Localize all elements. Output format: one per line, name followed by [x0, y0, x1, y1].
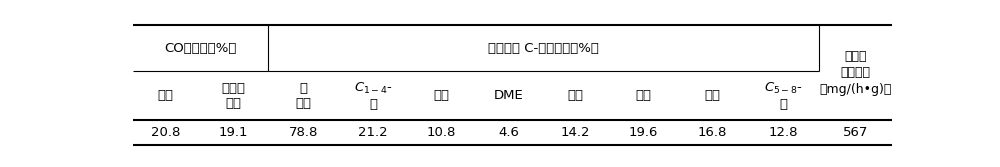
- Text: 16.8: 16.8: [697, 126, 727, 139]
- Text: 加氢产物 C-基选择性（%）: 加氢产物 C-基选择性（%）: [488, 42, 599, 55]
- Text: $C_{5-8}$-
醇: $C_{5-8}$- 醇: [764, 81, 802, 111]
- Text: 丁醇: 丁醇: [704, 89, 720, 102]
- Text: 567: 567: [843, 126, 869, 139]
- Text: 14.2: 14.2: [561, 126, 590, 139]
- Text: 甲醇: 甲醇: [434, 89, 450, 102]
- Text: 总醇醚
时空产率
（mg/(h•g)）: 总醇醚 时空产率 （mg/(h•g)）: [820, 50, 892, 96]
- Text: 19.6: 19.6: [628, 126, 658, 139]
- Text: CO转化率（%）: CO转化率（%）: [164, 42, 237, 55]
- Text: $C_{1-4}$-
烃: $C_{1-4}$- 烃: [354, 81, 392, 111]
- Text: 总
醇醚: 总 醇醚: [295, 82, 311, 110]
- Text: 10.8: 10.8: [427, 126, 456, 139]
- Text: 加氢: 加氢: [158, 89, 174, 102]
- Text: 21.2: 21.2: [358, 126, 388, 139]
- Text: DME: DME: [494, 89, 524, 102]
- Text: 丙醇: 丙醇: [635, 89, 651, 102]
- Text: 19.1: 19.1: [219, 126, 248, 139]
- Text: 78.8: 78.8: [289, 126, 318, 139]
- Text: 水煤气
变换: 水煤气 变换: [222, 82, 246, 110]
- Text: 12.8: 12.8: [768, 126, 798, 139]
- Text: 乙醇: 乙醇: [567, 89, 583, 102]
- Text: 20.8: 20.8: [151, 126, 180, 139]
- Text: 4.6: 4.6: [498, 126, 519, 139]
